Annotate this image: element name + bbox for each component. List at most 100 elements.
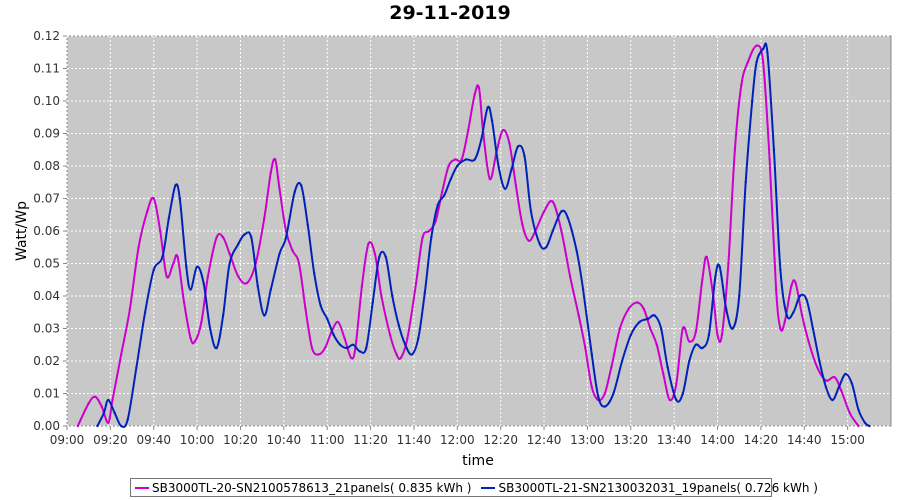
series-2-point	[410, 353, 413, 356]
series-1-point	[182, 301, 186, 304]
series-1-point	[477, 86, 481, 90]
series-2-point	[490, 119, 494, 122]
series-1-point	[848, 411, 851, 415]
series-1-point	[228, 252, 231, 255]
series-2-point	[725, 307, 728, 311]
series-2-point	[161, 255, 164, 259]
series-2-point	[404, 343, 407, 346]
series-1-point	[527, 239, 531, 242]
series-2-point	[174, 184, 177, 187]
series-1-point	[705, 255, 708, 259]
series-1-point	[399, 356, 403, 359]
x-tick-label: 09:00	[50, 433, 85, 447]
series-1-point	[111, 398, 114, 402]
series-2-point	[319, 304, 322, 307]
series-2-point	[850, 382, 854, 385]
series-2-point	[772, 148, 776, 151]
series-2-point	[480, 138, 483, 142]
series-1-point	[603, 392, 606, 395]
series-1-point	[779, 327, 782, 330]
series-2-point	[464, 158, 468, 161]
series-1-point	[655, 343, 658, 346]
series-2-point	[798, 294, 802, 298]
series-1-point	[237, 275, 240, 278]
y-tick-label: 0.03	[33, 322, 60, 336]
series-1-point	[414, 281, 418, 285]
series-2-point	[785, 314, 789, 317]
series-2-point	[620, 359, 624, 363]
series-2-point	[135, 366, 138, 369]
x-tick-label: 15:00	[830, 433, 865, 447]
series-1-point	[816, 366, 819, 369]
series-1-point	[618, 327, 622, 330]
series-2-point	[805, 298, 808, 301]
series-2-point	[269, 288, 272, 291]
series-2-point	[143, 311, 147, 314]
chart-title: 29-11-2019	[389, 2, 511, 24]
series-1-point	[367, 242, 370, 246]
series-1-point	[128, 307, 132, 311]
series-1-point	[291, 249, 294, 252]
series-1-point	[473, 93, 476, 96]
series-2-point	[358, 350, 361, 353]
series-2-point	[256, 285, 259, 288]
series-layer	[76, 42, 871, 428]
x-tick-label: 13:00	[570, 433, 605, 447]
series-2-point	[718, 265, 721, 268]
series-2-point	[237, 242, 240, 246]
series-2-point	[510, 168, 513, 171]
series-2-point	[590, 353, 593, 356]
series-2-point	[339, 343, 342, 346]
series-1-point	[720, 333, 724, 337]
x-tick-label: 14:20	[744, 433, 779, 447]
series-1-point	[542, 210, 546, 213]
series-1-point	[453, 158, 457, 161]
series-1-point	[245, 281, 249, 285]
series-2-point	[597, 395, 600, 398]
series-2-point	[202, 281, 205, 285]
series-1-point	[159, 229, 162, 233]
series-2-point	[523, 155, 526, 158]
x-tick-label: 13:20	[613, 433, 648, 447]
x-tick-label: 14:40	[787, 433, 822, 447]
series-2-point	[352, 343, 355, 346]
series-1-point	[297, 262, 301, 265]
series-1-point	[388, 333, 392, 337]
series-2-point	[306, 223, 309, 226]
series-2-point	[863, 421, 867, 424]
series-2-point	[107, 398, 110, 402]
series-2-point	[707, 333, 711, 337]
series-2-point	[378, 255, 381, 259]
series-2-point	[185, 265, 188, 268]
series-1-point	[668, 398, 671, 402]
series-2-point	[397, 324, 400, 327]
series-2-point	[221, 314, 225, 317]
legend-label-series-1: SB3000TL-20-SN2100578613_21panels( 0.835…	[152, 480, 472, 495]
series-2-point	[659, 327, 663, 330]
y-tick-label: 0.04	[33, 289, 60, 303]
series-1-point	[215, 236, 218, 239]
y-tick-label: 0.06	[33, 224, 60, 238]
series-1-point	[768, 158, 771, 161]
series-2-point	[449, 177, 452, 181]
y-tick-label: 0.12	[33, 29, 60, 43]
y-tick-label: 0.10	[33, 94, 60, 108]
series-2-point	[837, 385, 841, 389]
series-2-point	[629, 333, 632, 337]
series-1-point	[317, 353, 320, 356]
series-1-point	[221, 236, 225, 239]
series-1-point	[467, 129, 470, 132]
x-tick-label: 12:40	[527, 433, 562, 447]
series-1-point	[380, 294, 383, 298]
y-tick-label: 0.09	[33, 127, 60, 141]
series-1-point	[568, 275, 572, 278]
series-2-point	[688, 359, 691, 363]
series-2-point	[694, 343, 697, 346]
series-1-point	[733, 148, 737, 151]
series-1-point	[263, 216, 266, 220]
series-2-point	[456, 164, 459, 168]
series-2-point	[575, 249, 578, 252]
series-2-point	[731, 327, 734, 330]
series-2-point	[581, 288, 585, 291]
series-1-point	[577, 314, 580, 317]
